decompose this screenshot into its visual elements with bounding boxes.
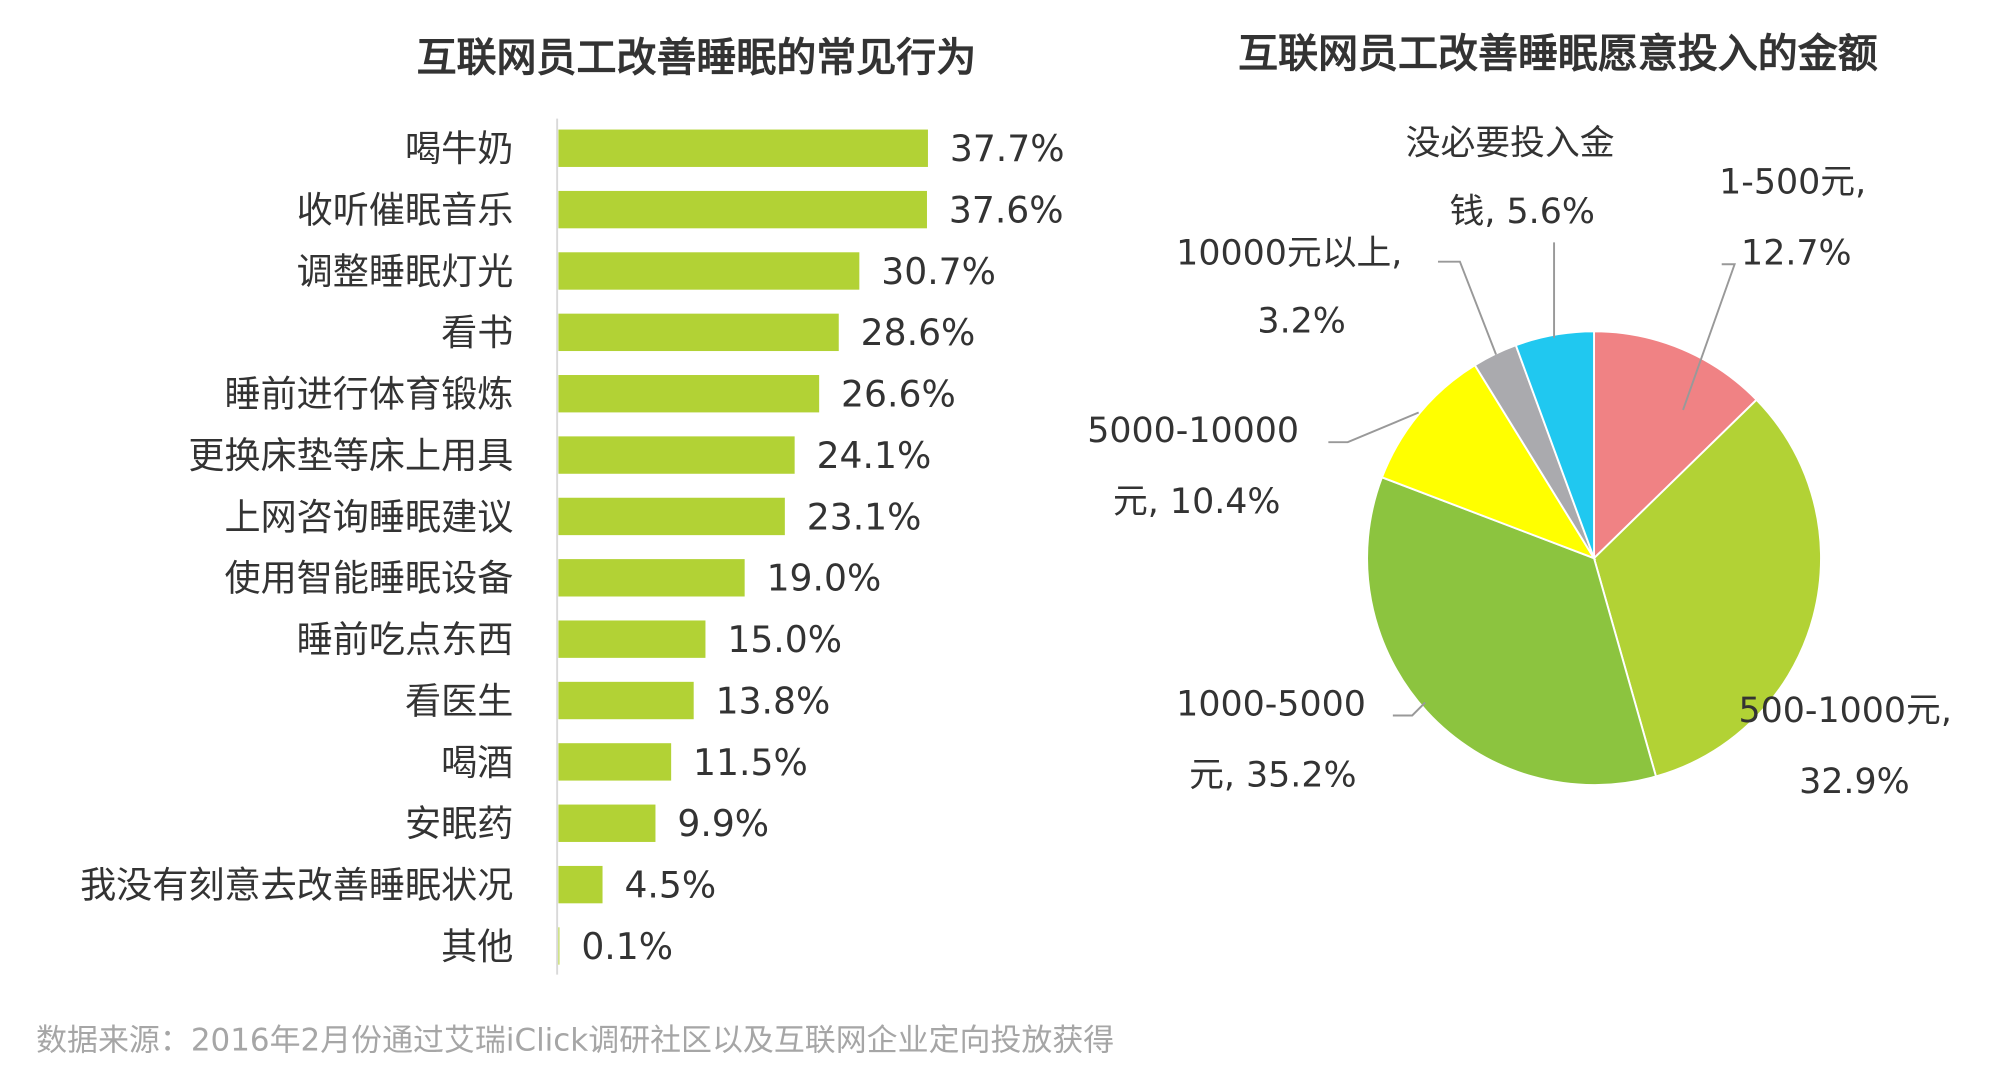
leader-line-1-500	[1682, 263, 1736, 411]
leader-line-1000-5000	[1392, 701, 1426, 717]
value-label: 28.6%	[861, 311, 976, 354]
bar	[558, 927, 560, 965]
leader-line-10000plus	[1437, 260, 1497, 355]
pie-label: 钱, 5.6%	[1450, 192, 1595, 232]
value-label: 30.7%	[881, 250, 996, 293]
pie-slice	[1593, 330, 1758, 561]
bar	[558, 497, 785, 536]
bar-series: 喝牛奶 37.7% 收听催眠音乐 37.6% 调整睡眠灯光 30.7% 看书 28.6% 睡前进…	[80, 127, 1064, 968]
category-label: 收听催眠音乐	[297, 189, 514, 232]
bar	[558, 743, 672, 781]
value-label: 37.6%	[949, 189, 1064, 232]
pie-label: 3.2%	[1257, 302, 1345, 342]
pie-leader-lines	[1328, 242, 1736, 717]
pie-slice	[1366, 476, 1658, 787]
pie-chart-title: 互联网员工改善睡眠愿意投入的金额	[1238, 31, 1878, 77]
data-source-footer: 数据来源：2016年2月份通过艾瑞iClick调研社区以及互联网企业定向投放获得	[36, 1023, 1114, 1059]
pie-label: 500-1000元,	[1738, 691, 1951, 731]
value-label: 11.5%	[693, 741, 808, 784]
value-label: 15.0%	[727, 618, 842, 661]
value-label: 23.1%	[807, 495, 922, 538]
bar	[558, 804, 656, 842]
value-label: 37.7%	[950, 127, 1065, 170]
value-label: 0.1%	[581, 925, 673, 968]
category-label: 睡前吃点东西	[297, 618, 514, 661]
category-label: 其他	[441, 925, 513, 968]
value-label: 4.5%	[624, 864, 716, 907]
pie-label: 1000-5000	[1176, 684, 1366, 724]
pie-label: 没必要投入金	[1406, 124, 1615, 164]
pie-label: 5000-10000	[1087, 411, 1299, 451]
bar	[558, 375, 820, 413]
category-label: 看医生	[405, 679, 513, 722]
leader-line-5000-10000	[1328, 411, 1420, 444]
category-label: 喝牛奶	[405, 127, 513, 170]
category-label: 看书	[441, 311, 513, 354]
pie-label: 12.7%	[1741, 233, 1852, 273]
pie-label: 10000元以上,	[1176, 233, 1402, 273]
category-label: 更换床垫等床上用具	[188, 434, 513, 477]
pie-label: 元, 35.2%	[1189, 755, 1357, 795]
pie-slice	[1380, 363, 1597, 561]
pie-labels: 1-500元, 12.7% 500-1000元, 32.9% 1000-5000…	[1087, 124, 1952, 802]
value-label: 19.0%	[767, 557, 882, 600]
pie-slice	[1592, 398, 1822, 778]
bar-chart-title: 互联网员工改善睡眠的常见行为	[417, 35, 977, 81]
bar	[558, 620, 706, 658]
bar	[558, 436, 795, 474]
value-label: 13.8%	[716, 679, 831, 722]
category-label: 上网咨询睡眠建议	[224, 495, 513, 538]
category-label: 喝酒	[441, 741, 513, 784]
category-label: 安眠药	[405, 802, 513, 845]
bar	[558, 190, 927, 229]
category-label: 睡前进行体育锻炼	[224, 373, 513, 416]
value-label: 9.9%	[677, 802, 769, 845]
bar	[558, 129, 928, 167]
bar	[558, 252, 860, 290]
pie-label: 元, 10.4%	[1113, 482, 1281, 522]
category-label: 调整睡眠灯光	[297, 250, 514, 293]
pie-label: 32.9%	[1799, 762, 1910, 802]
value-label: 26.6%	[841, 373, 956, 416]
bar	[558, 313, 839, 352]
bar	[558, 559, 745, 597]
category-label: 我没有刻意去改善睡眠状况	[80, 864, 513, 907]
category-label: 使用智能睡眠设备	[224, 557, 513, 600]
bar	[558, 681, 694, 720]
pie-series	[1366, 330, 1822, 787]
pie-label: 1-500元,	[1719, 162, 1866, 202]
bar	[558, 865, 603, 904]
value-label: 24.1%	[817, 434, 932, 477]
